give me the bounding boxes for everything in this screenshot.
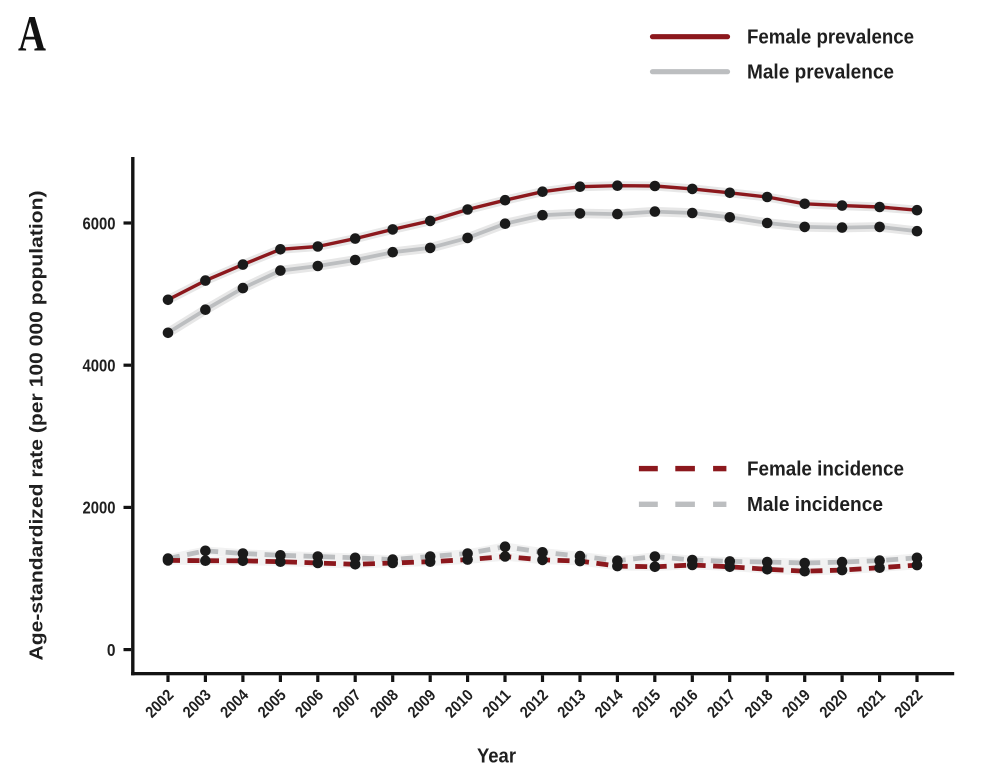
svg-text:Age-standardized rate (per 100: Age-standardized rate (per 100 000 popul… — [26, 191, 47, 661]
svg-text:Male incidence: Male incidence — [747, 493, 883, 516]
svg-text:A: A — [18, 7, 46, 63]
svg-text:Female prevalence: Female prevalence — [747, 26, 914, 49]
svg-text:4000: 4000 — [83, 356, 116, 376]
svg-text:0: 0 — [107, 640, 116, 660]
svg-text:6000: 6000 — [83, 213, 116, 233]
svg-text:2000: 2000 — [83, 498, 116, 518]
svg-text:Male prevalence: Male prevalence — [747, 61, 894, 84]
svg-text:Female incidence: Female incidence — [747, 458, 904, 481]
svg-text:Year: Year — [477, 746, 516, 768]
